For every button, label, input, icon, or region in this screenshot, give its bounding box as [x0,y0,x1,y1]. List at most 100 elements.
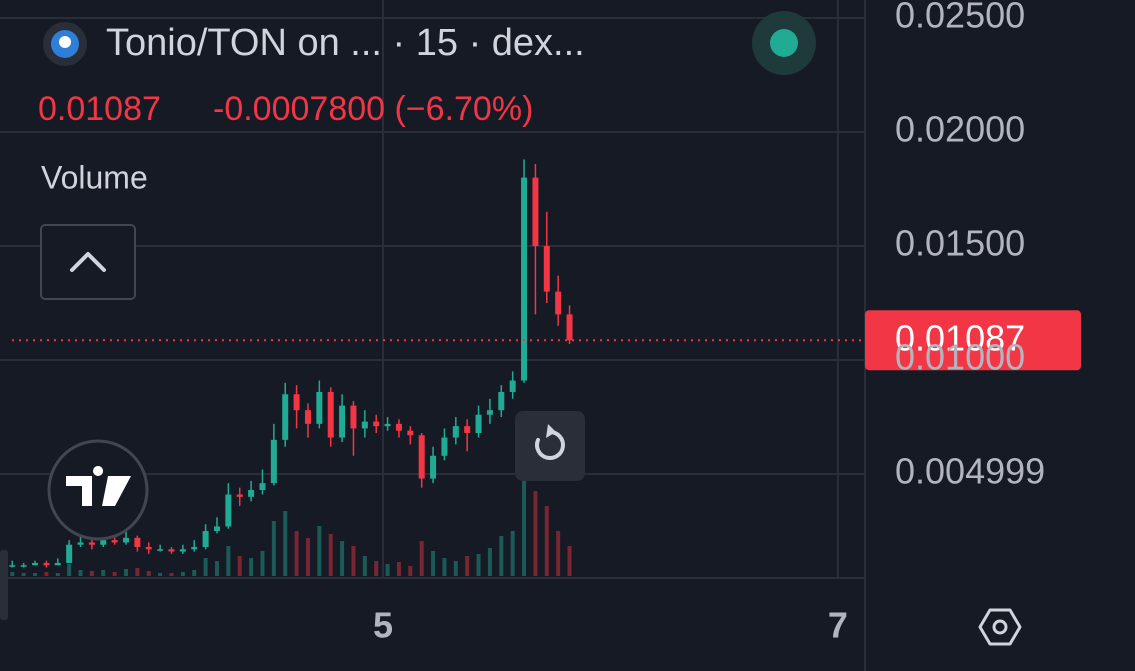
side-handle[interactable] [0,550,8,620]
candle-body [100,540,107,545]
volume-bar [408,566,413,576]
symbol-title[interactable]: Tonio/TON on ... · 15 · dex... [106,22,585,64]
candle-body [32,562,39,566]
volume-bar [203,558,208,576]
volume-bar [55,573,60,576]
volume-bar [260,551,265,576]
volume-bar [396,562,401,576]
overlay: 0.01087 [12,310,1081,646]
collapse-button[interactable] [40,224,136,300]
volume-bar [340,541,345,576]
candle-body [88,542,95,545]
volume-bar [10,572,15,576]
volume-bar [101,570,106,576]
volume-bar [305,538,310,576]
candle-body [441,437,448,456]
candle-body [66,544,73,563]
volume-bar [169,573,174,576]
candle-body [179,549,186,552]
volume-bar [249,558,254,576]
candle-body [395,423,402,431]
candle-body [543,246,550,292]
candle-body [123,537,130,543]
candle-body [282,394,289,440]
candle-body [168,549,175,552]
candle-body [157,549,164,551]
status-dot [770,29,798,57]
candle-body [418,435,425,479]
volume-bar [214,561,219,576]
volume-bar [522,481,527,576]
volume-bar [158,573,163,576]
volume-bar [89,571,94,576]
volume-bar [442,558,447,576]
last-price: 0.01087 [38,90,161,128]
volume-bar [135,568,140,576]
settings-icon-center [992,619,1008,635]
volume-bar [112,572,117,576]
candle-body [339,405,346,438]
volume-bar [124,569,129,576]
volume-bar [385,564,390,576]
candle-body [225,494,232,527]
y-tick-label: 0.01500 [895,223,1025,264]
candle-body [191,546,198,550]
candle-body [270,439,277,484]
candle-body [316,391,323,424]
candle-body [486,410,493,415]
reset-button[interactable] [515,411,585,481]
candle-body [134,537,141,547]
volume-bar [567,546,572,576]
volume-bar [283,511,288,576]
candle-body [373,421,380,427]
candle-body [202,531,209,547]
volume-bar [544,506,549,576]
candle-body [77,542,84,545]
volume-bar [67,564,72,576]
candle-body [293,394,300,411]
x-tick-label: 7 [828,605,848,646]
tv-logo[interactable] [47,439,149,541]
candle-body [145,546,152,550]
candle-body [452,426,459,438]
volume-bar [271,521,276,576]
symbol-logo-face [59,36,71,48]
candle-body [555,291,562,315]
volume-legend: Volume [41,159,148,195]
settings-icon[interactable] [978,608,1022,646]
candle-body [509,380,516,392]
volume-bar [33,573,38,576]
volume-bar [465,556,470,576]
volume-bar [226,546,231,576]
volume-bar [431,551,436,576]
y-tick-label: 0.02000 [895,109,1025,150]
x-tick-label: 5 [373,605,393,646]
tv-logo-mark [66,466,131,506]
volume-bar [317,526,322,576]
candle-body [43,562,50,566]
price-change: -0.0007800 (−6.70%) [213,90,533,128]
volume-bar [374,561,379,576]
y-tick-label: 0.004999 [895,451,1045,492]
candle-body [111,540,118,543]
candle-body [384,423,391,427]
candle-body [566,314,573,341]
volume-bar [78,570,83,576]
candle-body [54,562,61,566]
candle-body [407,430,414,436]
plot-area [0,0,865,578]
chevron-up-icon [70,252,106,272]
volume-bar [294,531,299,576]
candle-body [259,483,266,490]
candle-body [498,391,505,411]
volume-bar [499,536,504,576]
candle-body [361,421,368,429]
volume-bar [44,572,49,576]
volume-bar [192,570,197,576]
y-tick-label: 0.01000 [895,337,1025,378]
volume-bar [351,546,356,576]
candle-body [236,494,243,497]
volume-bar [419,541,424,576]
volume-bar [237,556,242,576]
